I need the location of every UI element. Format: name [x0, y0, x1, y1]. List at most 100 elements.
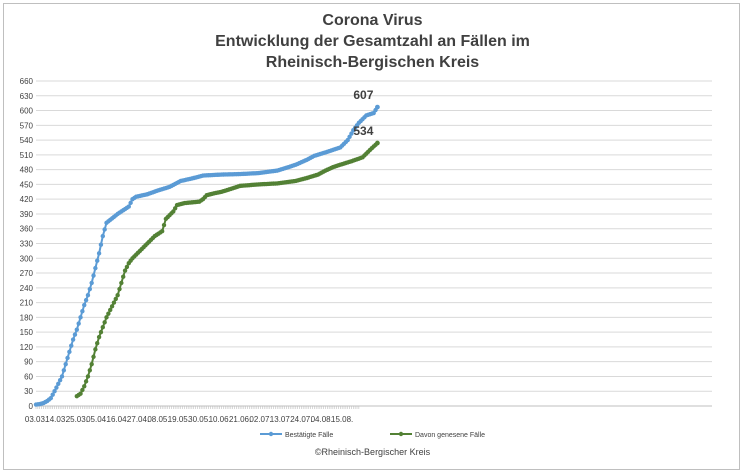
x-tick-label: 03.03.: [25, 415, 47, 424]
data-point: [349, 131, 354, 136]
x-tick-label: 08.05.: [147, 415, 169, 424]
y-tick-label: 300: [20, 254, 34, 263]
y-tick-label: 540: [20, 136, 34, 145]
title-line-3: Rheinisch-Bergischen Kreis: [265, 54, 480, 71]
y-tick-label: 240: [20, 284, 34, 293]
data-point: [89, 361, 94, 367]
series-group: [33, 104, 380, 407]
x-tick-label: 30.05.: [188, 415, 210, 424]
y-tick-label: 120: [20, 343, 34, 352]
data-point: [109, 304, 115, 309]
gridlines: [36, 80, 712, 407]
y-axis-ticks: 0 30 60 90 120 150 180 210 240 270 300 330 360 390 420…: [20, 77, 34, 411]
end-value-label: 534: [353, 124, 373, 138]
data-point: [82, 384, 87, 389]
y-tick-label: 570: [20, 121, 34, 130]
data-point: [96, 334, 102, 340]
data-point: [59, 374, 65, 379]
data-point: [56, 381, 61, 387]
data-point: [347, 134, 352, 140]
data-point: [76, 321, 81, 326]
data-point: [85, 293, 91, 298]
y-tick-label: 30: [24, 387, 33, 396]
data-point: [91, 273, 96, 278]
y-tick-label: 450: [20, 180, 34, 189]
data-point: [126, 204, 131, 209]
data-point: [70, 337, 76, 342]
data-point: [52, 389, 57, 394]
data-point: [102, 320, 107, 325]
x-tick-label: 21.06.: [229, 415, 251, 424]
data-point: [113, 296, 118, 302]
x-tick-label: 05.04.: [86, 415, 108, 424]
data-point: [117, 286, 122, 292]
legend-marker: [268, 431, 274, 437]
title-line-2: Entwicklung der Gesamtzahl an Fällen im: [215, 33, 530, 50]
x-tick-label: 15.08.: [331, 415, 353, 424]
data-point: [100, 325, 105, 330]
data-point: [67, 349, 72, 355]
y-tick-label: 270: [20, 269, 34, 278]
data-point: [65, 355, 70, 361]
x-tick-label: 27.04.: [127, 415, 149, 424]
data-point: [95, 341, 100, 346]
x-axis: 03.03.14.03.25.03.05.04.16.04.27.04.08.0…: [25, 405, 712, 424]
y-tick-label: 330: [20, 240, 34, 249]
data-point: [128, 200, 133, 206]
x-tick-label: 13.07.: [270, 415, 292, 424]
data-point: [74, 327, 80, 332]
data-point: [159, 228, 165, 234]
x-tick-label: 04.08.: [311, 415, 333, 424]
data-point: [61, 368, 67, 373]
data-point: [98, 329, 104, 335]
data-point: [72, 332, 78, 337]
legend-label: Bestätigte Fälle: [285, 432, 333, 439]
end-labels: 607 534: [353, 88, 373, 138]
x-tick-label: 24.07.: [290, 415, 312, 424]
data-point: [83, 379, 89, 384]
data-point: [100, 233, 105, 239]
data-point: [111, 300, 117, 305]
data-point: [63, 361, 68, 367]
y-tick-label: 150: [20, 328, 34, 337]
data-point: [93, 347, 98, 352]
data-point: [121, 274, 126, 279]
x-tick-label: 02.07.: [249, 415, 271, 424]
data-point: [119, 280, 124, 286]
x-tick-label: 10.06.: [209, 415, 231, 424]
legend: Bestätigte Fälle Davon genesene Fälle: [260, 431, 485, 439]
data-point: [104, 315, 109, 320]
data-point: [78, 391, 83, 396]
data-point: [80, 309, 85, 314]
legend-label: Davon genesene Fälle: [415, 432, 485, 439]
y-tick-label: 180: [20, 313, 34, 322]
x-tick-label: 16.04.: [107, 415, 129, 424]
y-tick-label: 210: [20, 299, 34, 308]
data-point: [172, 206, 178, 211]
data-point: [375, 104, 380, 110]
y-tick-label: 480: [20, 166, 34, 175]
data-point: [87, 368, 93, 373]
y-tick-label: 390: [20, 210, 34, 219]
data-point: [93, 265, 98, 271]
data-point: [102, 227, 107, 232]
data-point: [115, 293, 120, 298]
y-tick-label: 600: [20, 107, 34, 116]
data-point: [96, 251, 102, 256]
data-point: [50, 392, 55, 397]
data-point: [85, 374, 91, 379]
series-line: [76, 142, 379, 397]
data-point: [82, 302, 87, 308]
data-point: [95, 258, 100, 263]
data-point: [106, 311, 111, 316]
data-point: [54, 385, 59, 390]
y-tick-label: 660: [20, 77, 34, 86]
legend-marker: [398, 431, 404, 437]
y-tick-label: 90: [24, 358, 33, 367]
y-tick-label: 360: [20, 225, 34, 234]
data-point: [171, 209, 176, 214]
data-point: [98, 242, 104, 247]
data-point: [87, 286, 93, 292]
title-line-1: Corona Virus: [322, 12, 423, 29]
